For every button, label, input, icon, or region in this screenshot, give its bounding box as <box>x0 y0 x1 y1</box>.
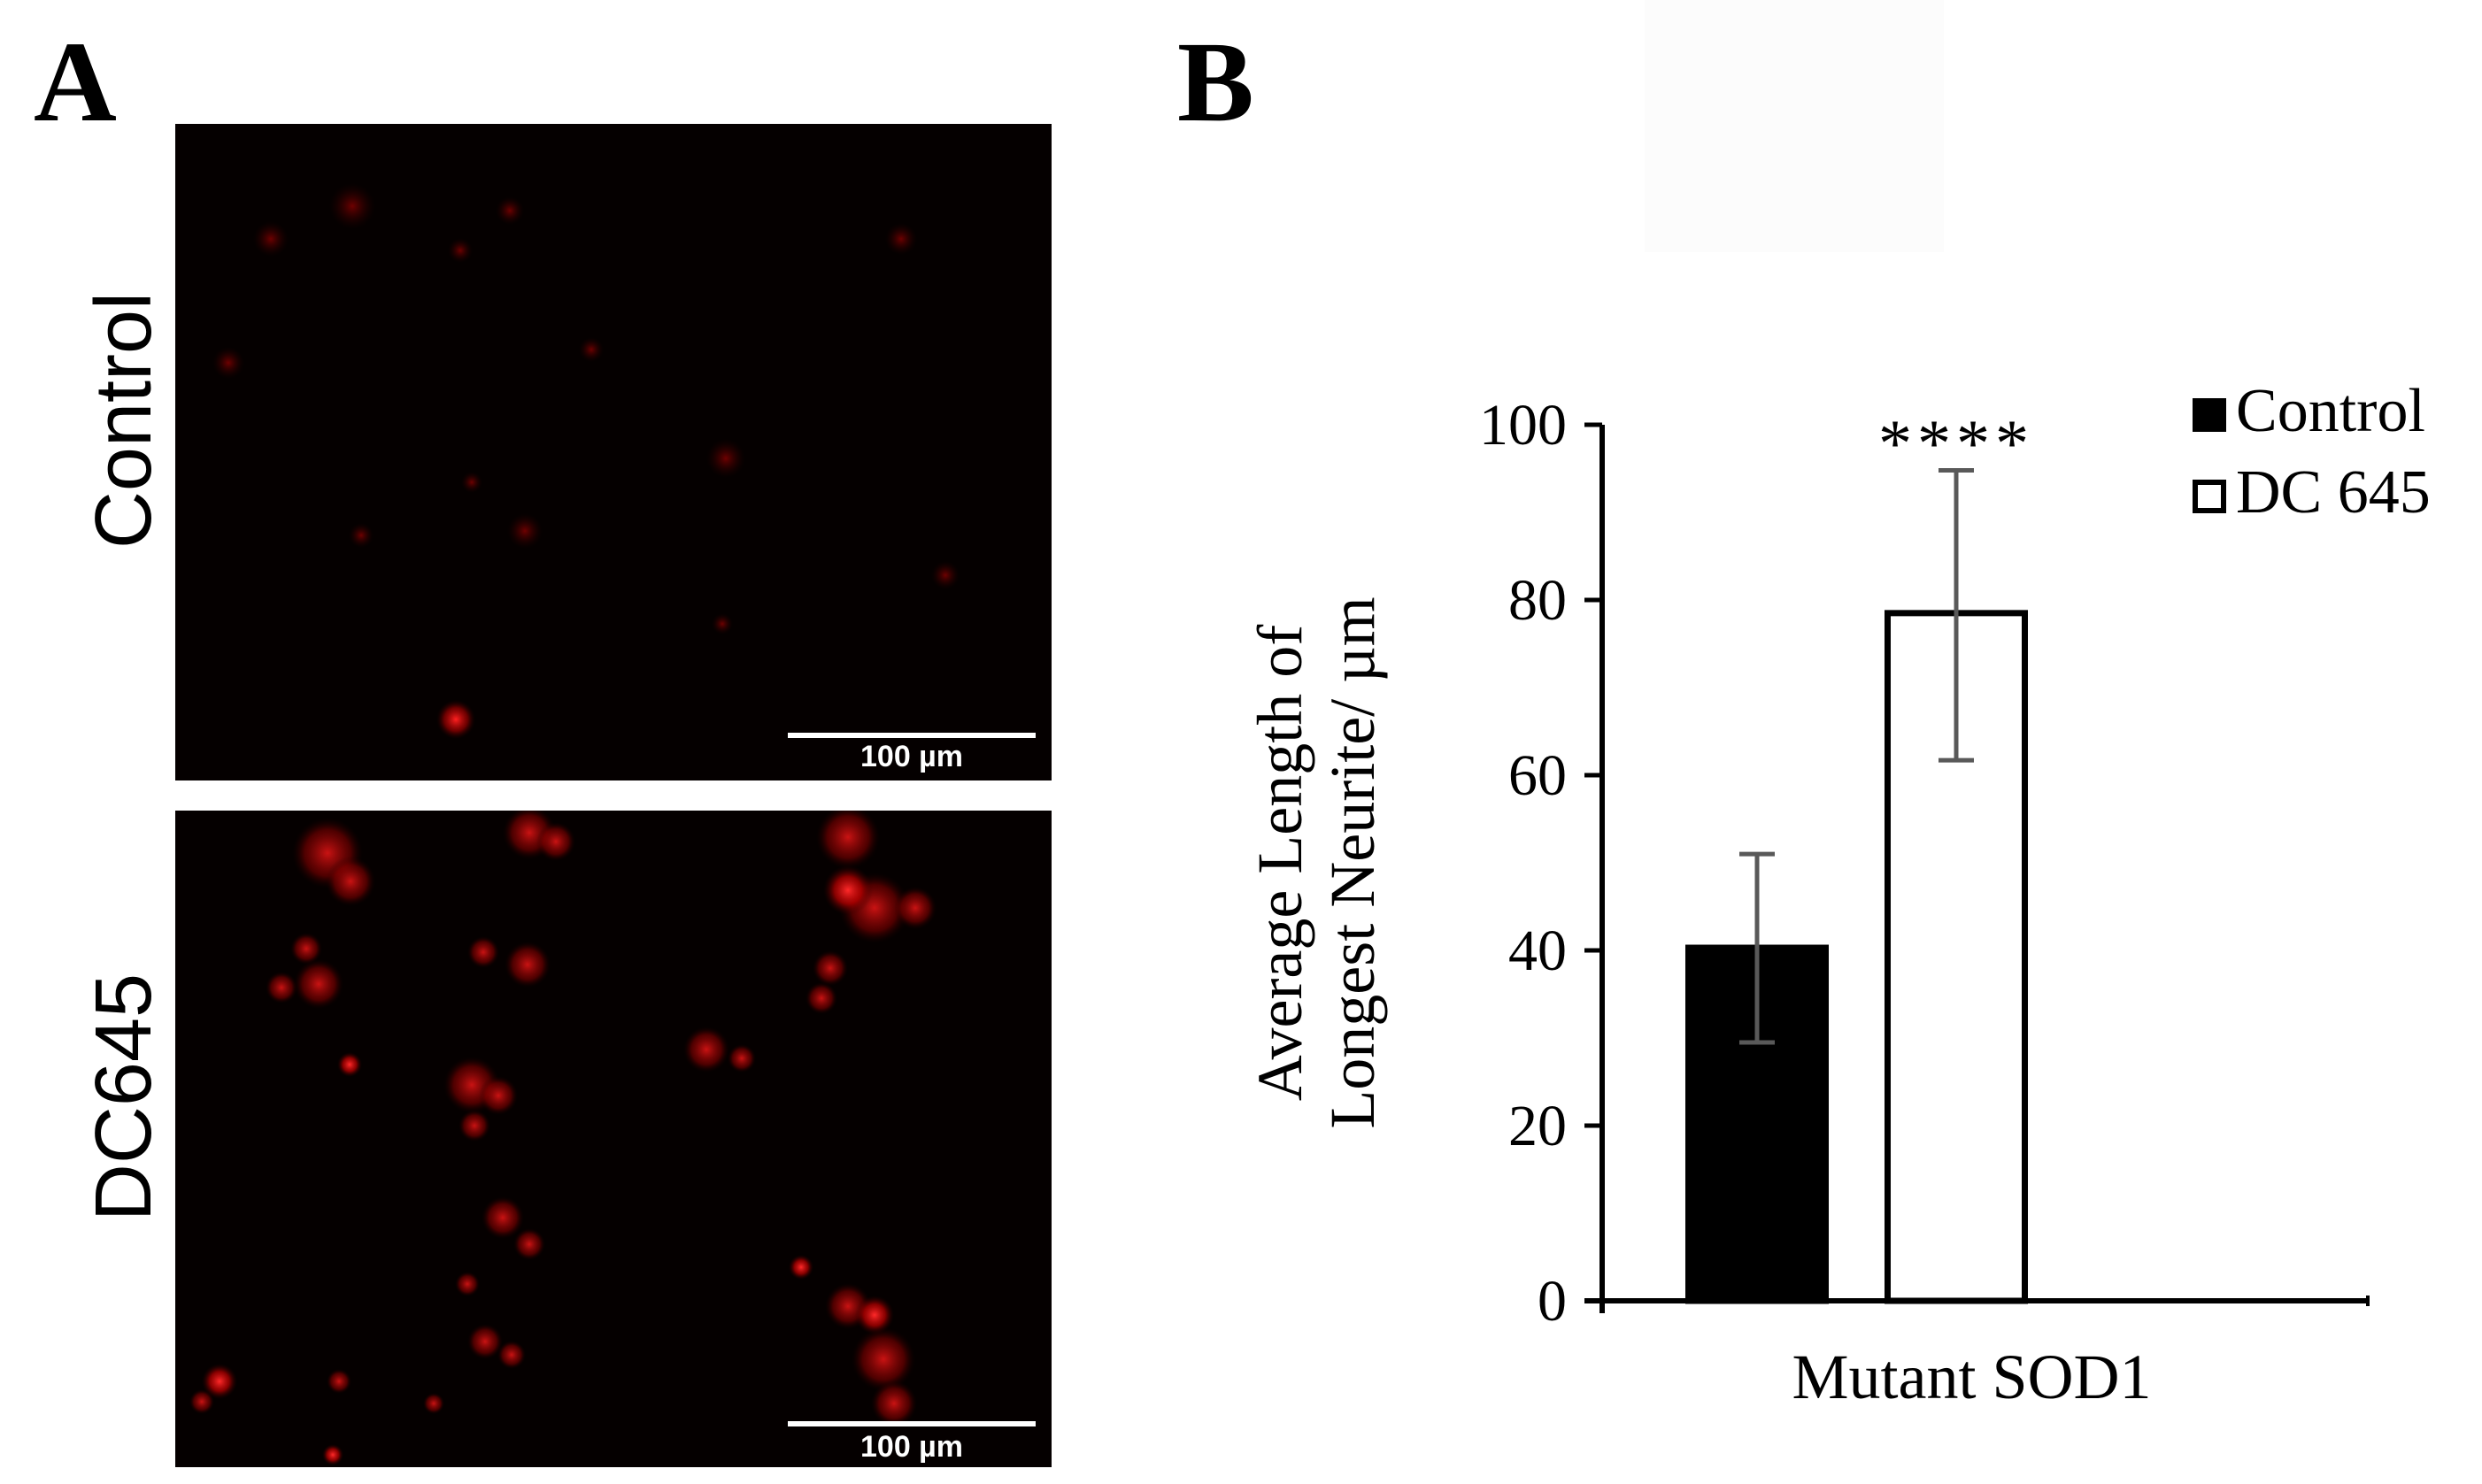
panel-label-b: B <box>1177 19 1254 146</box>
legend-label-dc-645: DC 645 <box>2236 458 2431 527</box>
scale-text-control: 100 µm <box>860 740 963 773</box>
significance-annotation: **** <box>1878 406 2034 481</box>
scale-bar-dc645 <box>788 1421 1036 1426</box>
y-tick-label: 60 <box>1508 743 1567 808</box>
legend-label-control: Control <box>2236 377 2425 445</box>
y-axis-label-line: Average Length of <box>1245 625 1315 1101</box>
row-label-control: Control <box>80 291 168 550</box>
y-tick-label: 40 <box>1508 919 1567 983</box>
y-axis-label-line: Longest Neurite/ µm <box>1317 596 1388 1128</box>
y-tick-label: 0 <box>1538 1269 1567 1334</box>
x-axis-label: Mutant SOD1 <box>1792 1342 2151 1412</box>
scale-text-dc645: 100 µm <box>860 1430 963 1464</box>
micrograph-dc645: 100 µm <box>175 811 1052 1467</box>
chart-bars <box>1685 467 2028 1304</box>
bar-chart: 0 20 40 60 80 100 Average Length ofLongest Neu… <box>1245 377 2431 1412</box>
background-patch <box>1645 0 1944 252</box>
y-tick-label: 80 <box>1508 568 1567 633</box>
scale-bar-control <box>788 733 1036 738</box>
row-label-dc645: DC645 <box>80 973 168 1222</box>
micrograph-control: 100 µm <box>175 124 1052 780</box>
legend-swatch-dc-645 <box>2193 480 2226 513</box>
micrograph-dc645-image <box>189 811 937 1465</box>
chart-labels: 0 20 40 60 80 100 Average Length ofLongest Neu… <box>1245 377 2431 1412</box>
legend-swatch-control <box>2193 398 2226 432</box>
y-axis-label: Average Length ofLongest Neurite/ µm <box>1245 596 1388 1128</box>
y-tick-label: 100 <box>1479 393 1567 458</box>
y-tick-label: 20 <box>1508 1094 1567 1158</box>
panel-label-a: A <box>34 19 117 146</box>
micrograph-control-image <box>212 183 960 739</box>
